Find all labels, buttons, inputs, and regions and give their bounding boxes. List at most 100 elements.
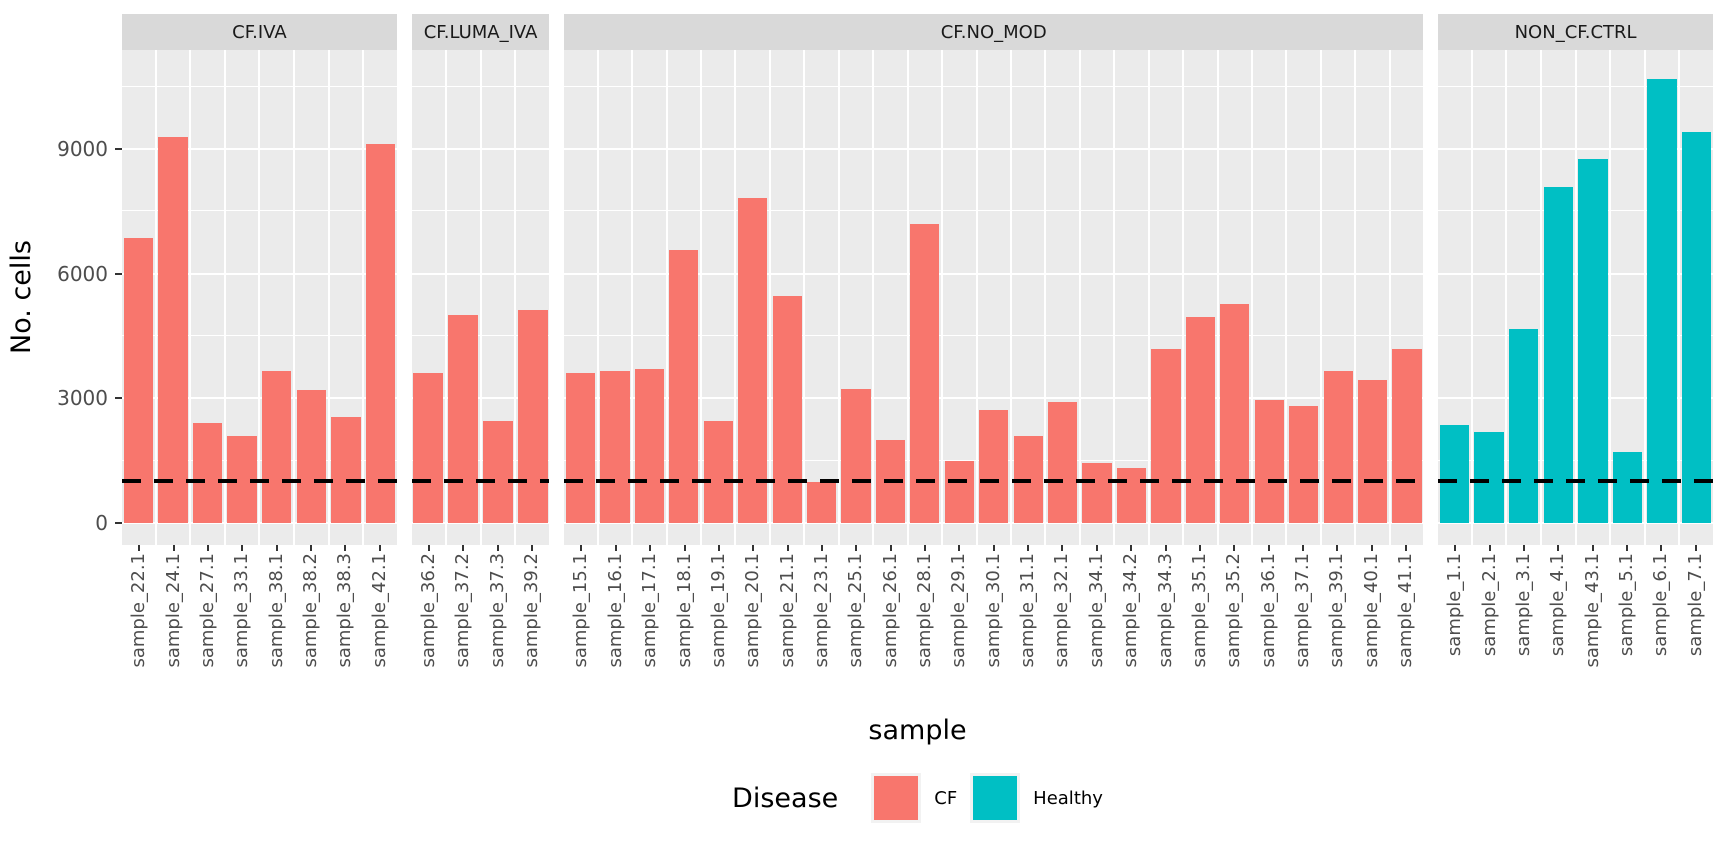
x-tick-slot — [446, 545, 480, 553]
x-label-slot: sample_7.1 — [1679, 553, 1713, 705]
x-tick-label: sample_19.1 — [707, 553, 729, 668]
major-gridline — [564, 397, 1424, 400]
x-tick-mark — [1164, 545, 1167, 551]
x-tick-slot — [1507, 545, 1541, 553]
facet-strip: CF.LUMA_IVA — [411, 14, 550, 50]
x-tick-slot — [1217, 545, 1251, 553]
x-tick-slot — [1011, 545, 1045, 553]
facet-NON_CF.CTRL: NON_CF.CTRL sample_1.1 sample_2.1 sample_3.… — [1438, 14, 1713, 705]
bar-sample_33.1 — [227, 435, 257, 523]
facet-CF.IVA: CF.IVA sample_22.1 sample_24.1 sample_27.1 s… — [122, 14, 397, 705]
x-tick-label: sample_36.2 — [418, 553, 440, 668]
bar-slots — [122, 50, 397, 545]
x-label-slot: sample_19.1 — [702, 553, 736, 705]
bar-sample_3.1 — [1509, 329, 1539, 523]
bar-slot — [1678, 50, 1713, 545]
bar-sample_41.1 — [1392, 348, 1422, 523]
x-label-slot: sample_30.1 — [977, 553, 1011, 705]
x-tick-label: sample_41.1 — [1395, 553, 1417, 668]
x-tick-label: sample_30.1 — [982, 553, 1004, 668]
facet-CF.LUMA_IVA: CF.LUMA_IVA sample_36.2 sample_37.2 sample_… — [411, 14, 550, 705]
bar-slot — [223, 50, 259, 545]
x-tick-slot — [1644, 545, 1678, 553]
x-tick-mark — [580, 545, 583, 551]
bar-sample_23.1 — [806, 481, 837, 523]
x-tick-label: sample_35.1 — [1188, 553, 1210, 668]
x-tick-label: sample_26.1 — [879, 553, 901, 668]
x-ticks-row — [122, 545, 397, 553]
x-tick-slot — [1320, 545, 1354, 553]
x-tick-label: sample_33.1 — [231, 553, 253, 668]
x-tick-label: sample_7.1 — [1684, 553, 1706, 657]
bar-sample_28.1 — [910, 224, 940, 523]
facet-strip: CF.NO_MOD — [564, 14, 1424, 50]
x-label-slot: sample_29.1 — [942, 553, 976, 705]
x-label-slot: sample_24.1 — [156, 553, 190, 705]
x-tick-mark — [275, 545, 278, 551]
x-label-slot: sample_32.1 — [1045, 553, 1079, 705]
x-tick-slot — [294, 545, 328, 553]
x-tick-mark — [1694, 545, 1697, 551]
x-label-slot: sample_39.2 — [515, 553, 549, 705]
x-label-slot: sample_21.1 — [770, 553, 804, 705]
x-labels-row: sample_1.1 sample_2.1 sample_3.1 sample_4.1… — [1438, 553, 1713, 705]
bar-slot — [1388, 50, 1423, 545]
bar-sample_38.2 — [296, 390, 327, 523]
bar-slot — [941, 50, 975, 545]
x-tick-label: sample_16.1 — [604, 553, 626, 668]
facet-panel — [1438, 50, 1713, 545]
bar-slot — [1505, 50, 1540, 545]
x-label-slot: sample_43.1 — [1576, 553, 1610, 705]
x-label-slot: sample_41.1 — [1389, 553, 1423, 705]
x-tick-mark — [172, 545, 175, 551]
x-tick-mark — [1095, 545, 1098, 551]
bar-sample_4.1 — [1543, 186, 1573, 523]
x-label-slot: sample_35.1 — [1183, 553, 1217, 705]
bar-slot — [1044, 50, 1078, 545]
x-tick-label: sample_37.2 — [452, 553, 474, 668]
bar-slot — [1009, 50, 1044, 545]
bar-slot — [479, 50, 515, 545]
x-tick-slot — [1389, 545, 1423, 553]
x-tick-slot — [363, 545, 397, 553]
x-tick-slot — [481, 545, 515, 553]
bar-sample_39.1 — [1323, 370, 1353, 523]
x-tick-mark — [924, 545, 927, 551]
x-tick-slot — [515, 545, 549, 553]
x-label-slot: sample_37.3 — [481, 553, 515, 705]
y-tick-mark — [115, 148, 122, 151]
x-tick-mark — [138, 545, 141, 551]
bar-sample_32.1 — [1048, 401, 1078, 523]
x-tick-label: sample_25.1 — [845, 553, 867, 668]
x-label-slot: sample_20.1 — [736, 553, 770, 705]
x-label-slot: sample_3.1 — [1507, 553, 1541, 705]
facet-CF.NO_MOD: CF.NO_MOD sample_15.1 sample_16.1 sample_17… — [564, 14, 1424, 705]
major-gridline — [564, 272, 1424, 275]
x-tick-mark — [496, 545, 499, 551]
x-label-slot: sample_37.2 — [446, 553, 480, 705]
x-tick-slot — [770, 545, 804, 553]
x-tick-mark — [1557, 545, 1560, 551]
bar-slot — [1216, 50, 1251, 545]
bar-slot — [1539, 50, 1575, 545]
x-tick-label: sample_38.3 — [334, 553, 356, 668]
threshold-line — [122, 479, 397, 484]
bar-slot — [444, 50, 480, 545]
y-tick-label: 3000 — [57, 386, 108, 411]
bar-slot — [1113, 50, 1147, 545]
bar-sample_5.1 — [1612, 452, 1643, 523]
x-tick-mark — [1523, 545, 1526, 551]
x-tick-slot — [259, 545, 293, 553]
x-tick-label: sample_34.3 — [1154, 553, 1176, 668]
bar-slot — [1574, 50, 1610, 545]
x-label-slot: sample_17.1 — [633, 553, 667, 705]
bar-slots — [564, 50, 1423, 545]
chart-row: No. cells 0 3000 6000 9000 CF.IVA sample_22.… — [0, 14, 1713, 705]
x-tick-mark — [786, 545, 789, 551]
bar-sample_29.1 — [944, 460, 974, 523]
bar-slot — [293, 50, 328, 545]
x-axis-title: sample — [868, 715, 967, 746]
x-tick-slot — [1610, 545, 1644, 553]
x-label-slot: sample_42.1 — [363, 553, 397, 705]
bar-sample_39.2 — [518, 309, 548, 523]
